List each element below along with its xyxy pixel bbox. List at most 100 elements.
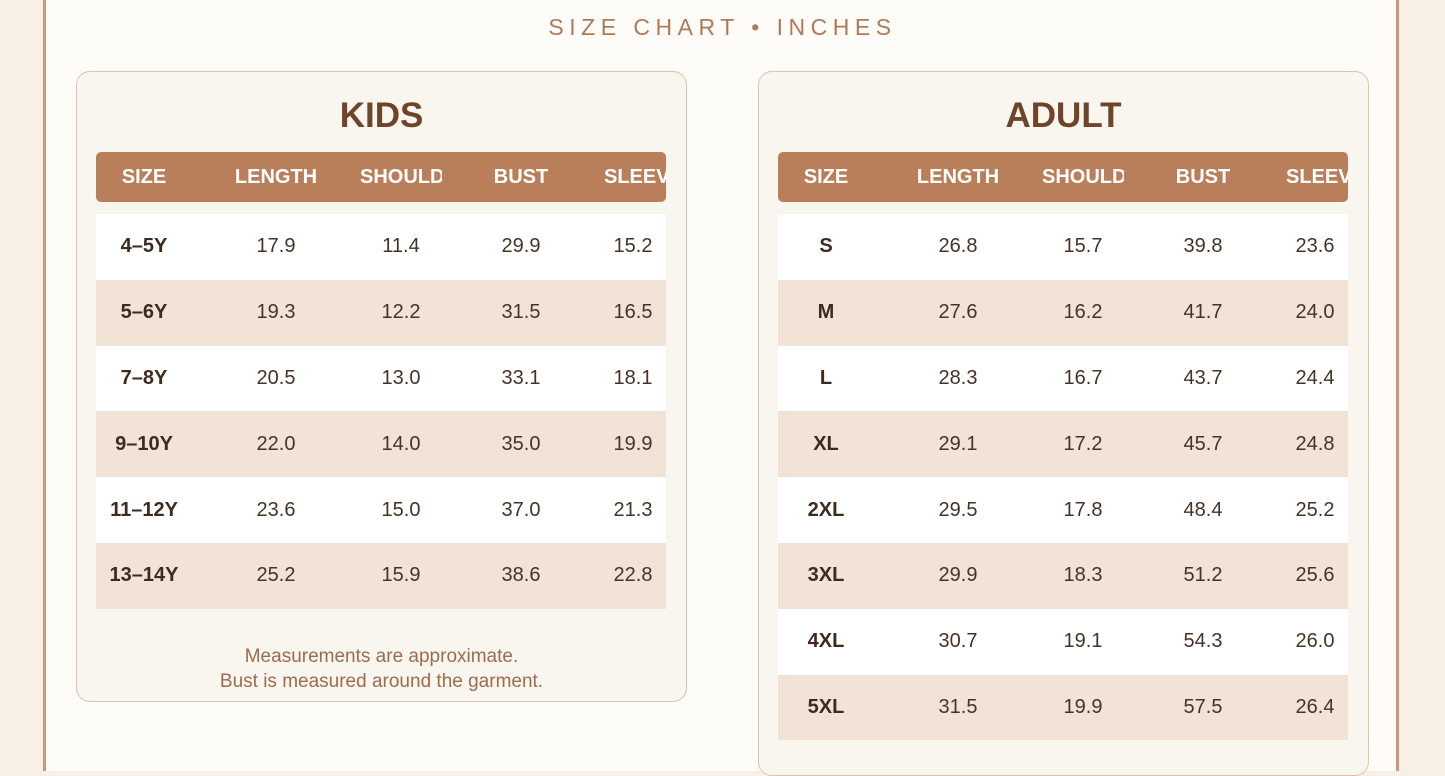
table-row: M 27.6 16.2 41.7 24.0 (778, 279, 1348, 346)
length-cell: 22.0 (256, 432, 296, 455)
bust-cell: 41.7 (1183, 301, 1223, 324)
bust-cell: 51.2 (1183, 564, 1223, 587)
bust-cell: 35.0 (501, 432, 541, 455)
length-cell: 20.5 (256, 366, 296, 389)
kids-table-header: SIZE LENGTH SHOULDER BUST SLEEVE (96, 152, 666, 202)
size-cell: 7–8Y (120, 366, 168, 389)
kids-table-body: 4–5Y 17.9 11.4 29.9 15.2 5–6Y 19.3 12.2 31.5 16.5… (96, 214, 666, 609)
length-cell: 29.1 (938, 432, 978, 455)
length-cell: 31.5 (938, 695, 978, 718)
table-row: XL 29.1 17.2 45.7 24.8 (778, 411, 1348, 478)
size-cell: 5XL (807, 695, 845, 718)
length-cell: 19.3 (256, 301, 296, 324)
adult-card: ADULT SIZE LENGTH SHOULDER BUST SLEEVE S… (758, 71, 1369, 776)
table-row: 9–10Y 22.0 14.0 35.0 19.9 (96, 411, 666, 478)
sleeve-cell: 16.5 (613, 301, 653, 324)
bust-cell: 48.4 (1183, 498, 1223, 521)
sleeve-cell: 26.4 (1295, 695, 1335, 718)
length-cell: 30.7 (938, 630, 978, 653)
shoulder-cell: 12.2 (381, 301, 421, 324)
length-cell: 17.9 (256, 235, 296, 258)
table-row: 2XL 29.5 17.8 48.4 25.2 (778, 477, 1348, 543)
shoulder-cell: 14.0 (381, 432, 421, 455)
size-cell: 9–10Y (115, 432, 173, 455)
col-header-shoulder: SHOULDER (360, 165, 442, 188)
size-cell: 5–6Y (120, 301, 168, 324)
bust-cell: 57.5 (1183, 695, 1223, 718)
length-cell: 23.6 (256, 498, 296, 521)
length-cell: 27.6 (938, 301, 978, 324)
table-row: 5XL 31.5 19.9 57.5 26.4 (778, 674, 1348, 741)
table-row: S 26.8 15.7 39.8 23.6 (778, 214, 1348, 280)
col-header-size: SIZE (803, 165, 849, 188)
sleeve-cell: 25.2 (1295, 498, 1335, 521)
col-header-sleeve: SLEEVE (1286, 165, 1348, 188)
shoulder-cell: 16.7 (1063, 366, 1103, 389)
bust-cell: 39.8 (1183, 235, 1223, 258)
col-header-length: LENGTH (234, 165, 318, 188)
kids-table: SIZE LENGTH SHOULDER BUST SLEEVE 4–5Y 17.… (96, 152, 666, 609)
adult-table-body: S 26.8 15.7 39.8 23.6 M 27.6 16.2 41.7 24.0 L 28.3 1… (778, 214, 1348, 741)
size-cell: 2XL (807, 498, 845, 521)
shoulder-cell: 15.9 (381, 564, 421, 587)
page-title: SIZE CHART • INCHES (548, 14, 897, 40)
footnote: Measurements are approximate. Bust is me… (77, 644, 686, 694)
table-row: L 28.3 16.7 43.7 24.4 (778, 345, 1348, 412)
size-cell: 4–5Y (120, 235, 168, 258)
bust-cell: 38.6 (501, 564, 541, 587)
shoulder-cell: 13.0 (381, 366, 421, 389)
sleeve-cell: 18.1 (613, 366, 653, 389)
size-cell: S (819, 235, 833, 258)
shoulder-cell: 17.2 (1063, 432, 1103, 455)
length-cell: 25.2 (256, 564, 296, 587)
size-cell: 11–12Y (110, 498, 178, 521)
col-header-length: LENGTH (916, 165, 1000, 188)
sleeve-cell: 26.0 (1295, 630, 1335, 653)
col-header-bust: BUST (493, 165, 549, 188)
size-cell: 13–14Y (109, 564, 179, 587)
bust-cell: 54.3 (1183, 630, 1223, 653)
sleeve-cell: 19.9 (613, 432, 653, 455)
size-cell: XL (813, 432, 839, 455)
length-cell: 28.3 (938, 366, 978, 389)
sleeve-cell: 24.8 (1295, 432, 1335, 455)
table-row: 7–8Y 20.5 13.0 33.1 18.1 (96, 345, 666, 412)
sleeve-cell: 25.6 (1295, 564, 1335, 587)
size-cell: M (817, 301, 835, 324)
adult-table-header: SIZE LENGTH SHOULDER BUST SLEEVE (778, 152, 1348, 202)
bust-cell: 29.9 (501, 235, 541, 258)
bust-cell: 31.5 (501, 301, 541, 324)
table-row: 3XL 29.9 18.3 51.2 25.6 (778, 542, 1348, 609)
shoulder-cell: 19.1 (1063, 630, 1103, 653)
length-cell: 26.8 (938, 235, 978, 258)
table-row: 13–14Y 25.2 15.9 38.6 22.8 (96, 542, 666, 609)
shoulder-cell: 16.2 (1063, 301, 1103, 324)
col-header-size: SIZE (121, 165, 167, 188)
shoulder-cell: 18.3 (1063, 564, 1103, 587)
bust-cell: 33.1 (501, 366, 541, 389)
size-cell: L (819, 366, 833, 389)
size-cell: 3XL (807, 564, 845, 587)
adult-table: SIZE LENGTH SHOULDER BUST SLEEVE S 26.8 15… (778, 152, 1348, 741)
shoulder-cell: 11.4 (382, 235, 420, 258)
bust-cell: 45.7 (1183, 432, 1223, 455)
size-cell: 4XL (807, 630, 845, 653)
kids-title: KIDS (339, 96, 424, 135)
footnote-line: Bust is measured around the garment. (219, 671, 544, 692)
shoulder-cell: 15.7 (1063, 235, 1103, 258)
sleeve-cell: 21.3 (613, 498, 653, 521)
table-row: 5–6Y 19.3 12.2 31.5 16.5 (96, 279, 666, 346)
shoulder-cell: 15.0 (381, 498, 421, 521)
shoulder-cell: 19.9 (1063, 695, 1103, 718)
kids-card: KIDS SIZE LENGTH SHOULDER BUST SLEEVE 4–… (76, 71, 687, 702)
sleeve-cell: 24.0 (1295, 301, 1335, 324)
sleeve-cell: 22.8 (613, 564, 653, 587)
length-cell: 29.5 (938, 498, 978, 521)
sleeve-cell: 15.2 (613, 235, 653, 258)
col-header-shoulder: SHOULDER (1042, 165, 1124, 188)
table-row: 4–5Y 17.9 11.4 29.9 15.2 (96, 214, 666, 280)
col-header-sleeve: SLEEVE (604, 165, 666, 188)
table-row: 4XL 30.7 19.1 54.3 26.0 (778, 608, 1348, 675)
shoulder-cell: 17.8 (1063, 498, 1103, 521)
sleeve-cell: 23.6 (1295, 235, 1335, 258)
